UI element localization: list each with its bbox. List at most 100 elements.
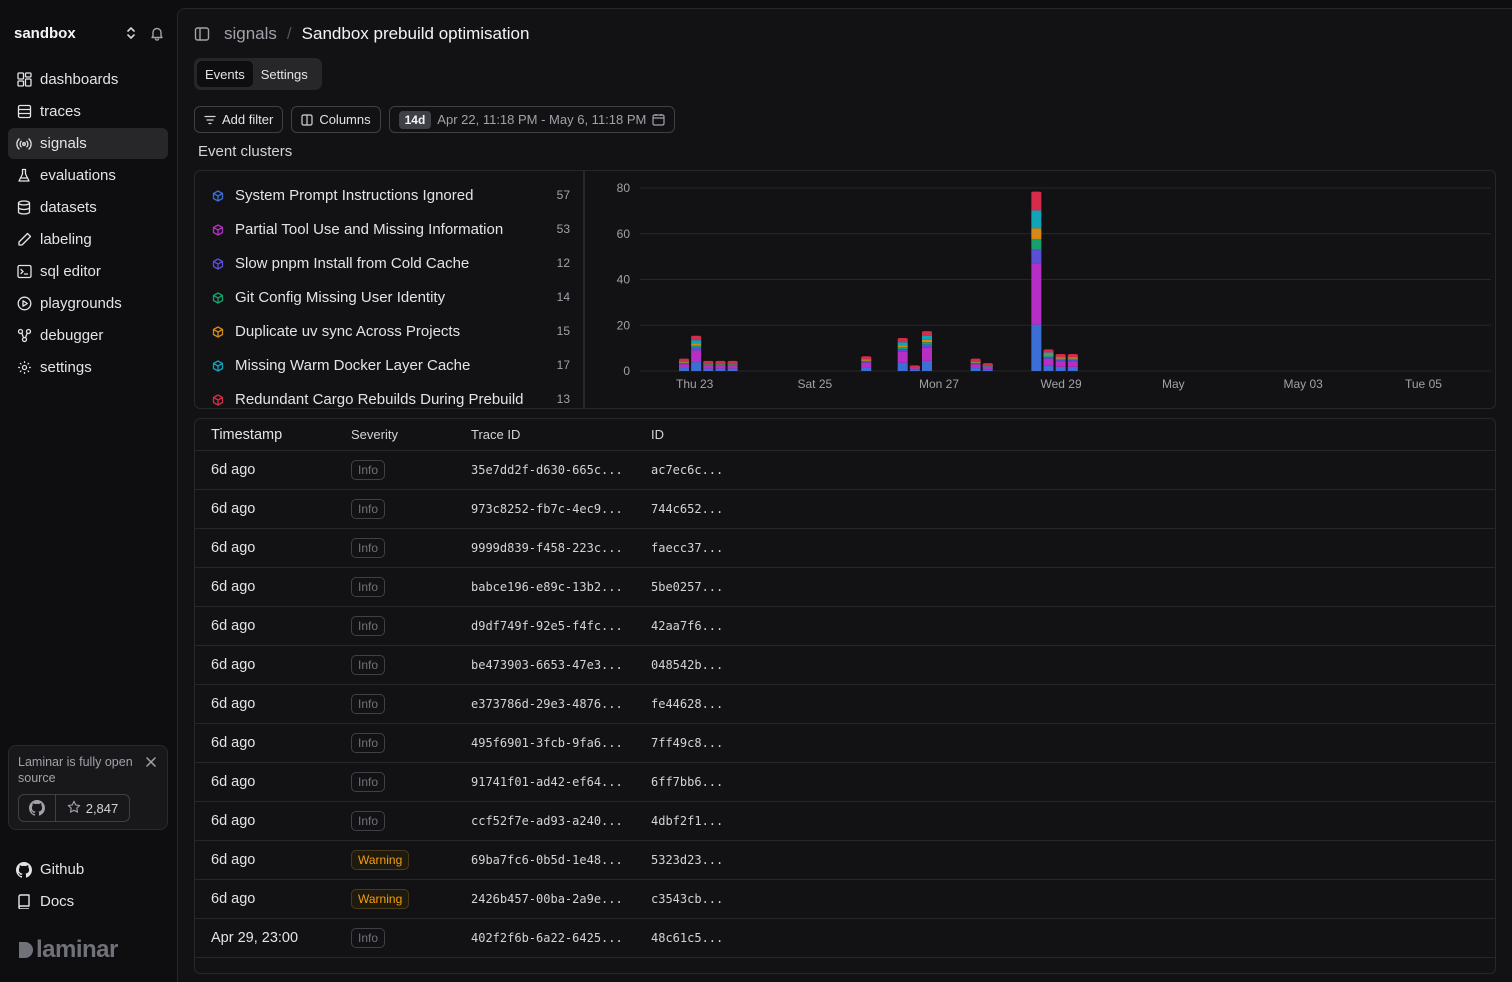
bar-segment[interactable] (970, 361, 981, 363)
sidebar-item-evaluations[interactable]: evaluations (8, 160, 168, 191)
cluster-item[interactable]: Duplicate uv sync Across Projects 15 (212, 314, 570, 348)
bar-segment[interactable] (1043, 358, 1054, 366)
bar-segment[interactable] (691, 362, 702, 371)
github-link[interactable]: Github (8, 854, 168, 885)
row-trace-id[interactable]: e373786d-29e3-4876... (471, 697, 623, 711)
row-id[interactable]: 6ff7bb6... (651, 775, 724, 789)
bar-segment[interactable] (1043, 355, 1054, 358)
table-row[interactable]: 6d ago Info 973c8252-fb7c-4ec9... 744c652..… (195, 490, 1495, 529)
bar-segment[interactable] (1067, 356, 1078, 359)
bar-segment[interactable] (1055, 358, 1066, 360)
row-id[interactable]: 744c652... (651, 502, 724, 516)
bar-segment[interactable] (715, 368, 726, 371)
bar-segment[interactable] (982, 369, 993, 371)
bar-segment[interactable] (1031, 228, 1042, 239)
sidebar-item-playgrounds[interactable]: playgrounds (8, 288, 168, 319)
bar-segment[interactable] (703, 365, 714, 369)
bar-segment[interactable] (1031, 324, 1042, 371)
bar-segment[interactable] (897, 345, 908, 348)
bar-segment[interactable] (922, 347, 932, 361)
cluster-item[interactable]: Redundant Cargo Rebuilds During Prebuild… (212, 382, 570, 408)
date-range-picker[interactable]: 14d Apr 22, 11:18 PM - May 6, 11:18 PM (388, 106, 676, 133)
sidebar-item-labeling[interactable]: labeling (8, 224, 168, 255)
bar-segment[interactable] (691, 345, 702, 348)
bar-segment[interactable] (922, 360, 932, 371)
bar-segment[interactable] (909, 368, 920, 370)
bar-segment[interactable] (715, 363, 726, 365)
tab-settings[interactable]: Settings (260, 66, 308, 82)
bar-segment[interactable] (727, 364, 738, 366)
bar-segment[interactable] (727, 364, 738, 365)
sidebar-item-debugger[interactable]: debugger (8, 320, 168, 351)
table-row[interactable]: 6d ago Info babce196-e89c-13b2... 5be0257..… (195, 568, 1495, 607)
bar-segment[interactable] (1031, 249, 1042, 264)
bar-segment[interactable] (1055, 360, 1066, 362)
cluster-item[interactable]: System Prompt Instructions Ignored 57 (212, 178, 570, 212)
bar-segment[interactable] (715, 365, 726, 369)
cluster-item[interactable]: Git Config Missing User Identity 14 (212, 280, 570, 314)
bar-segment[interactable] (1031, 192, 1042, 211)
row-id[interactable]: 048542b... (651, 658, 724, 672)
bar-segment[interactable] (922, 336, 932, 340)
table-row[interactable]: 6d ago Info d9df749f-92e5-f4fc... 42aa7f6..… (195, 607, 1495, 646)
github-stars-button[interactable]: 2,847 (56, 795, 129, 821)
bar-segment[interactable] (861, 362, 872, 368)
bar-segment[interactable] (897, 351, 908, 363)
row-trace-id[interactable]: 9999d839-f458-223c... (471, 541, 623, 555)
header-severity[interactable]: Severity (351, 427, 398, 442)
workspace-switcher[interactable]: sandbox (14, 22, 166, 44)
row-id[interactable]: c3543cb... (651, 892, 724, 906)
row-trace-id[interactable]: be473903-6653-47e3... (471, 658, 623, 672)
row-id[interactable]: 48c61c5... (651, 931, 724, 945)
github-icon[interactable] (19, 795, 56, 821)
row-id[interactable]: 5be0257... (651, 580, 724, 594)
docs-link[interactable]: Docs (8, 886, 168, 917)
bar-segment[interactable] (715, 364, 726, 365)
header-id[interactable]: ID (651, 427, 664, 442)
chevron-up-down-icon[interactable] (122, 24, 140, 42)
row-trace-id[interactable]: 69ba7fc6-0b5d-1e48... (471, 853, 623, 867)
row-trace-id[interactable]: babce196-e89c-13b2... (471, 580, 623, 594)
bar-segment[interactable] (897, 362, 908, 371)
bar-segment[interactable] (679, 363, 689, 365)
table-row[interactable]: 6d ago Info e373786d-29e3-4876... fe44628..… (195, 685, 1495, 724)
bar-segment[interactable] (970, 363, 981, 365)
bar-segment[interactable] (679, 361, 689, 363)
header-trace-id[interactable]: Trace ID (471, 427, 521, 442)
table-row[interactable]: 6d ago Info ccf52f7e-ad93-a240... 4dbf2f1..… (195, 802, 1495, 841)
sidebar-item-traces[interactable]: traces (8, 96, 168, 127)
bar-segment[interactable] (1043, 365, 1054, 371)
bar-segment[interactable] (679, 368, 689, 371)
sidebar-item-signals[interactable]: signals (8, 128, 168, 159)
bell-icon[interactable] (148, 24, 166, 42)
row-id[interactable]: fe44628... (651, 697, 724, 711)
bar-segment[interactable] (679, 364, 689, 369)
bar-segment[interactable] (861, 367, 872, 371)
row-id[interactable]: faecc37... (651, 541, 724, 555)
bar-segment[interactable] (982, 366, 993, 370)
bar-segment[interactable] (727, 368, 738, 371)
bar-segment[interactable] (922, 344, 932, 348)
bar-segment[interactable] (1055, 356, 1066, 359)
bar-segment[interactable] (727, 363, 738, 365)
bar-segment[interactable] (922, 342, 932, 345)
row-id[interactable]: ac7ec6c... (651, 463, 724, 477)
bar-segment[interactable] (727, 365, 738, 369)
table-row[interactable]: 6d ago Info 9999d839-f458-223c... faecc37..… (195, 529, 1495, 568)
bar-segment[interactable] (1067, 359, 1078, 361)
row-trace-id[interactable]: 495f6901-3fcb-9fa6... (471, 736, 623, 750)
bar-segment[interactable] (1067, 366, 1078, 371)
sidebar-item-dashboards[interactable]: dashboards (8, 64, 168, 95)
bar-segment[interactable] (691, 340, 702, 344)
bar-segment[interactable] (691, 347, 702, 351)
bar-segment[interactable] (909, 369, 920, 371)
table-row[interactable]: 6d ago Info 495f6901-3fcb-9fa6... 7ff49c8..… (195, 724, 1495, 763)
bar-segment[interactable] (1067, 358, 1078, 360)
table-row[interactable]: 6d ago Warning 69ba7fc6-0b5d-1e48... 5323d2… (195, 841, 1495, 880)
bar-segment[interactable] (1031, 238, 1042, 250)
bar-segment[interactable] (970, 362, 981, 364)
bar-segment[interactable] (982, 365, 993, 367)
breadcrumb-signals[interactable]: signals (224, 24, 277, 43)
bar-segment[interactable] (1055, 359, 1066, 361)
row-trace-id[interactable]: ccf52f7e-ad93-a240... (471, 814, 623, 828)
